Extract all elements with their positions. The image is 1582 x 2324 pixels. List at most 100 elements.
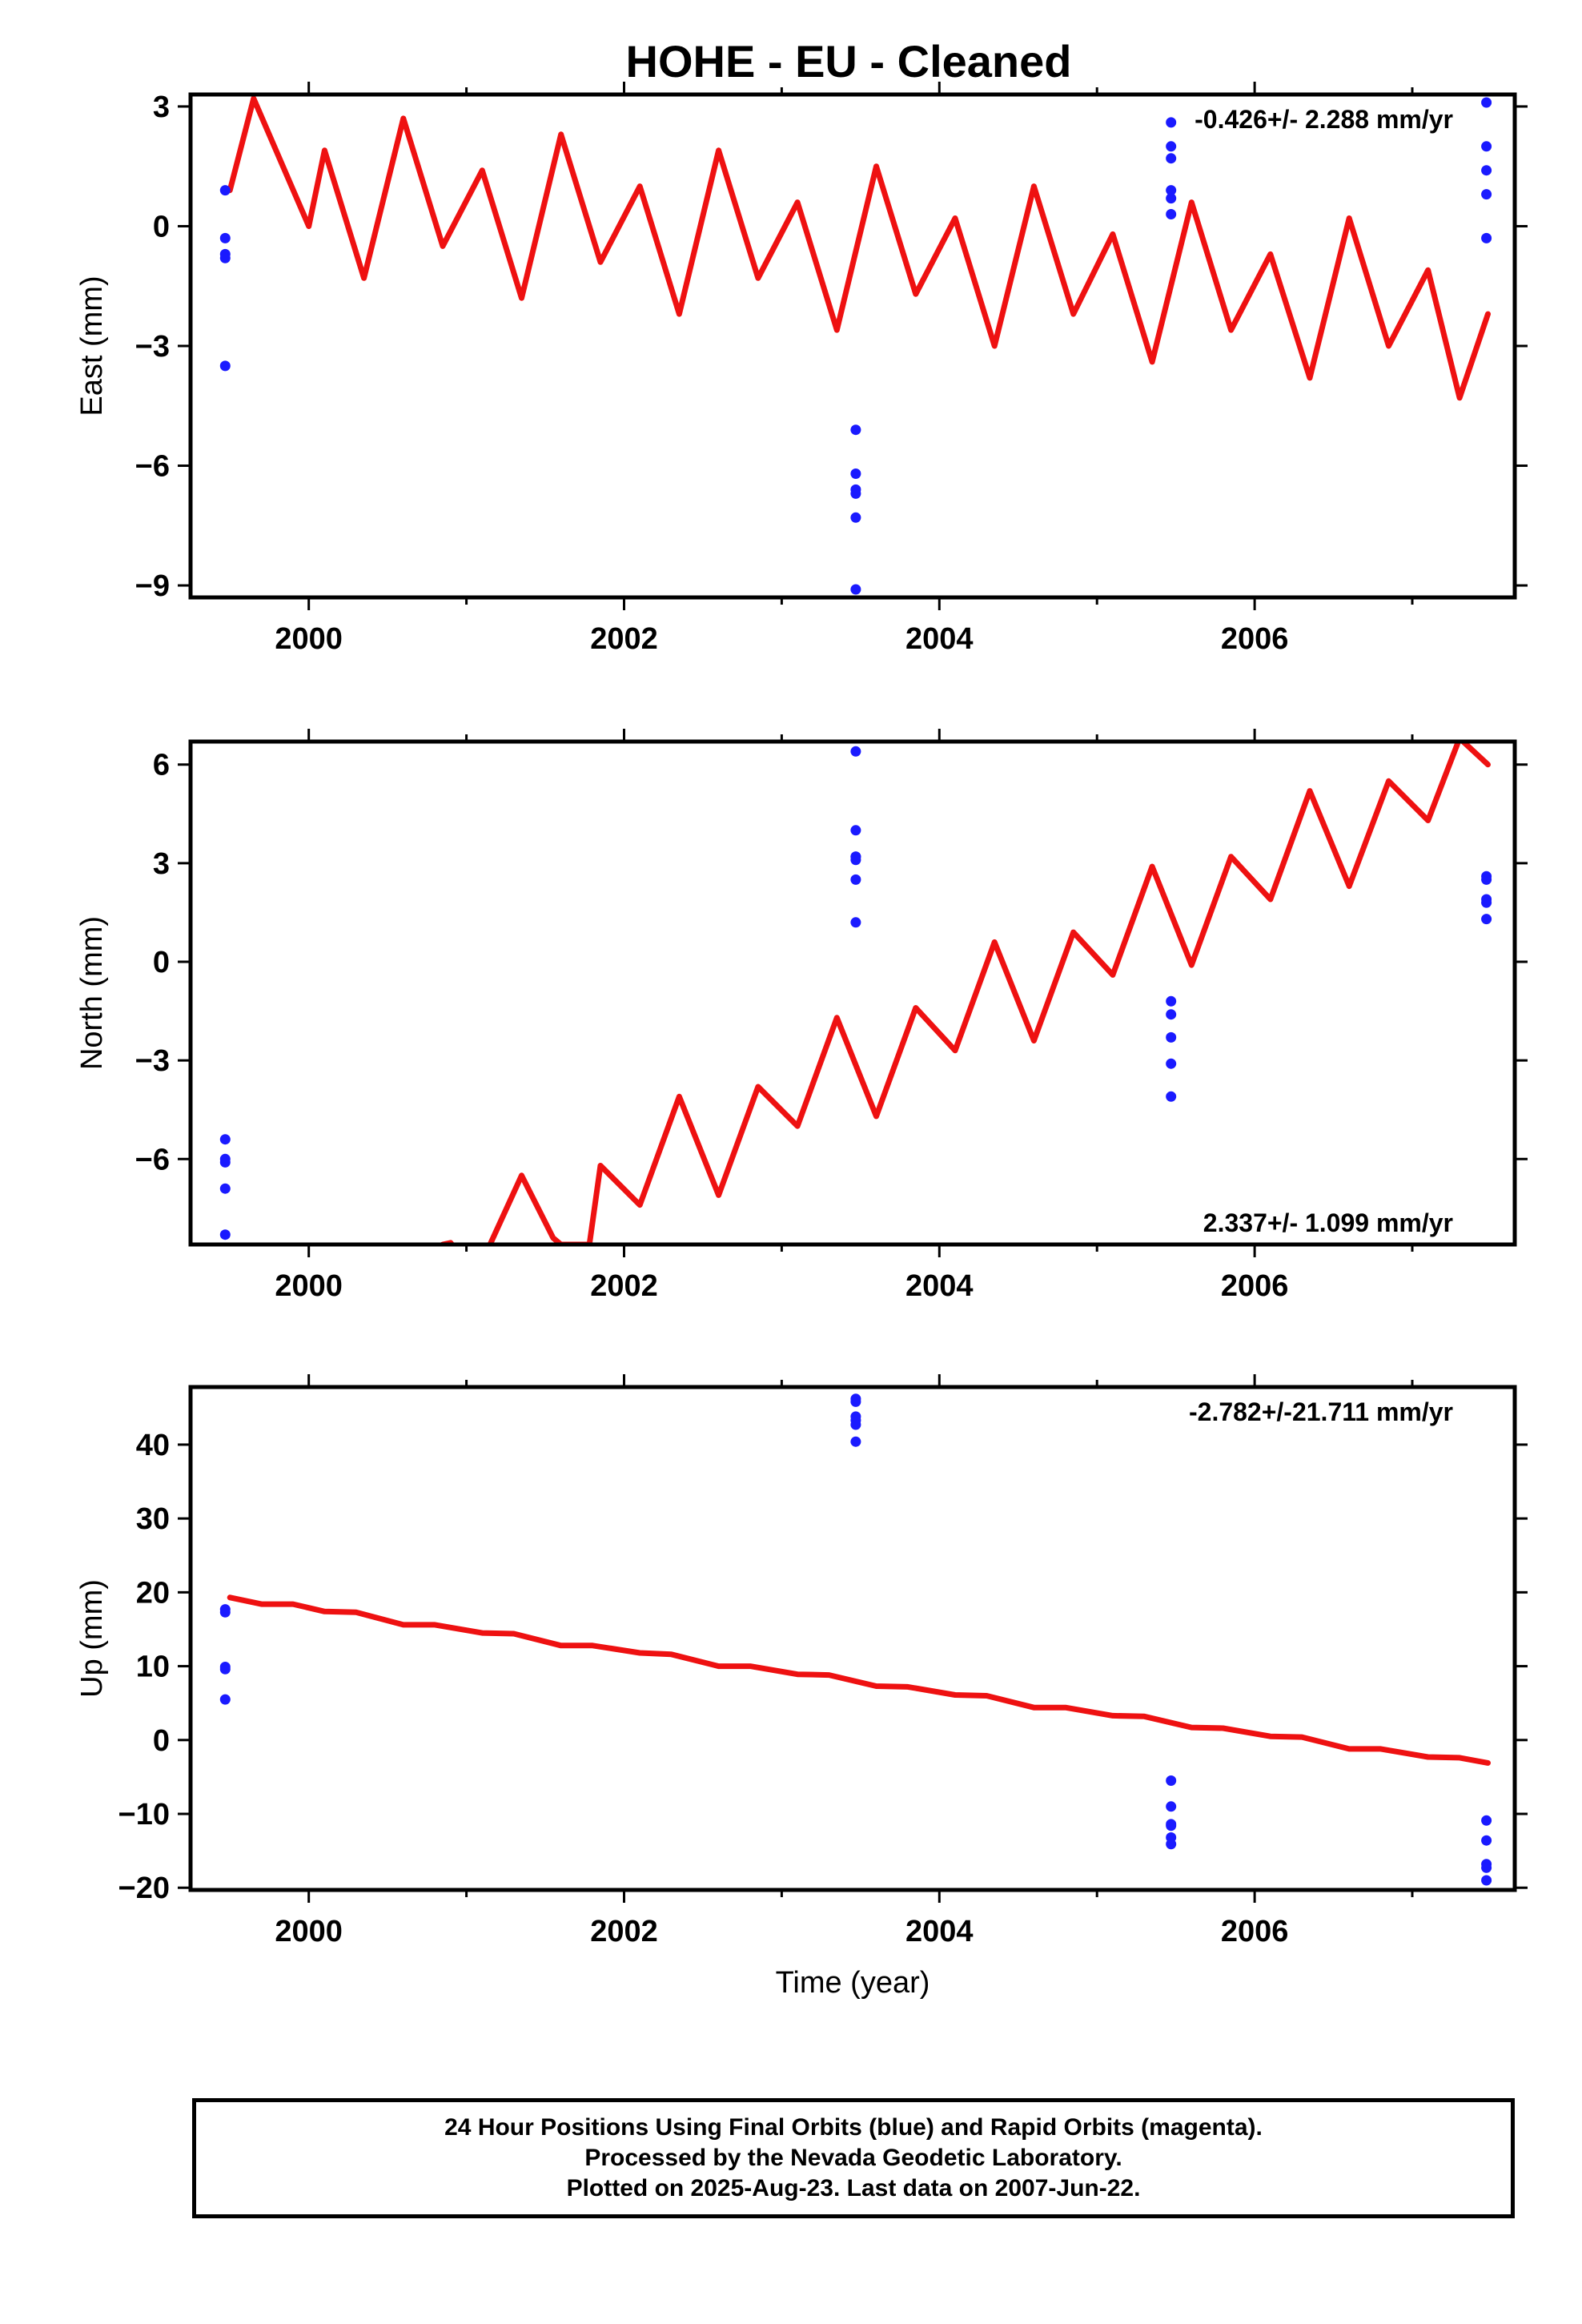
data-point <box>1481 189 1492 200</box>
data-point <box>219 360 231 372</box>
data-point <box>219 1183 231 1194</box>
data-point <box>1166 153 1177 164</box>
data-point <box>1166 1801 1177 1812</box>
data-point <box>850 746 861 757</box>
y-tick-label: 10 <box>136 1651 170 1684</box>
model-curve <box>227 1594 1491 1766</box>
model-curve <box>227 95 1491 401</box>
y-tick-label: 0 <box>153 210 170 243</box>
data-point <box>850 1419 861 1430</box>
y-axis-label: Up (mm) <box>75 1579 109 1698</box>
data-point <box>219 252 231 263</box>
data-point <box>1481 897 1492 908</box>
caption-line-1: 24 Hour Positions Using Final Orbits (bl… <box>444 2114 1263 2141</box>
y-tick-label: −10 <box>118 1798 170 1831</box>
data-point <box>1481 1835 1492 1846</box>
y-tick-label: 6 <box>153 749 170 782</box>
y-tick-label: 3 <box>153 847 170 881</box>
x-tick-label: 2004 <box>905 1915 974 1948</box>
data-point <box>1481 141 1492 152</box>
plot-frame <box>188 1385 1517 1892</box>
y-tick-label: 20 <box>136 1576 170 1610</box>
data-point <box>850 424 861 436</box>
data-point <box>850 874 861 885</box>
y-tick-label: 30 <box>136 1502 170 1536</box>
data-point <box>1166 1820 1177 1831</box>
data-point <box>1166 995 1177 1007</box>
data-point <box>1166 117 1177 128</box>
data-point <box>1166 1009 1177 1020</box>
y-axis-label: North (mm) <box>75 916 109 1070</box>
y-tick-label: 3 <box>153 90 170 124</box>
data-point <box>1481 232 1492 243</box>
data-point <box>1166 1775 1177 1786</box>
data-point <box>219 1229 231 1240</box>
data-point <box>1481 1862 1492 1873</box>
data-point <box>219 185 231 196</box>
data-point <box>219 1134 231 1145</box>
data-point <box>850 488 861 499</box>
y-tick-label: 0 <box>153 946 170 979</box>
data-point <box>850 851 861 862</box>
data-point <box>1166 1031 1177 1043</box>
x-tick-label: 2006 <box>1221 622 1289 656</box>
x-tick-label: 2006 <box>1221 1269 1289 1303</box>
east-panel: 2000 2002 2004 2006 3 0 −3 −6 −9 East (mm) -0.426+… <box>75 82 1528 656</box>
data-point <box>1166 1058 1177 1069</box>
data-point <box>1481 914 1492 925</box>
y-tick-label: 0 <box>153 1724 170 1758</box>
data-point <box>219 1606 231 1618</box>
data-point <box>219 1156 231 1168</box>
y-tick-label: −20 <box>118 1872 170 1905</box>
caption-box: 24 Hour Positions Using Final Orbits (bl… <box>192 2098 1515 2218</box>
y-tick-label: −6 <box>135 450 170 484</box>
data-point <box>1166 193 1177 204</box>
x-tick-label: 2004 <box>905 1269 974 1303</box>
y-axis-label: East (mm) <box>75 275 109 416</box>
rate-annotation: 2.337+/- 1.099 mm/yr <box>1203 1208 1453 1237</box>
x-tick-label: 2000 <box>275 1915 343 1948</box>
data-point <box>850 1396 861 1407</box>
up-panel: 2000 2002 2004 2006 40 30 20 10 0 −10 −20 Up (mm) Ti… <box>75 1374 1528 2000</box>
plot-frame <box>188 739 1517 1247</box>
data-point <box>1166 1839 1177 1850</box>
data-point <box>850 468 861 479</box>
y-tick-label: −9 <box>135 569 170 603</box>
x-tick-label: 2000 <box>275 622 343 656</box>
data-point <box>1481 1875 1492 1886</box>
data-point <box>219 232 231 243</box>
y-tick-label: −3 <box>135 1044 170 1078</box>
x-tick-label: 2000 <box>275 1269 343 1303</box>
data-point <box>1481 97 1492 108</box>
caption-line-2: Processed by the Nevada Geodetic Laborat… <box>584 2145 1122 2171</box>
north-panel: 2000 2002 2004 2006 6 3 0 −3 −6 North (mm) 2.337+/… <box>75 729 1528 1303</box>
y-tick-label: 40 <box>136 1429 170 1462</box>
data-point <box>1166 185 1177 196</box>
data-point <box>1166 141 1177 152</box>
rate-annotation: -2.782+/-21.711 mm/yr <box>1189 1397 1453 1426</box>
data-point <box>850 512 861 523</box>
x-tick-label: 2004 <box>905 622 974 656</box>
data-point <box>219 1663 231 1675</box>
x-tick-label: 2002 <box>590 622 658 656</box>
model-curve <box>440 742 1491 1244</box>
data-point <box>1481 165 1492 176</box>
data-point <box>850 825 861 836</box>
data-point <box>1481 874 1492 885</box>
data-point <box>850 584 861 595</box>
plot-title: HOHE - EU - Cleaned <box>626 36 1072 86</box>
data-point <box>219 1694 231 1705</box>
y-tick-label: −3 <box>135 330 170 364</box>
data-point <box>1166 1091 1177 1102</box>
data-point <box>850 1436 861 1447</box>
data-point <box>1481 1815 1492 1826</box>
x-tick-label: 2002 <box>590 1915 658 1948</box>
data-point <box>1166 209 1177 219</box>
data-point <box>850 917 861 928</box>
rate-annotation: -0.426+/- 2.288 mm/yr <box>1195 105 1453 134</box>
y-tick-label: −6 <box>135 1143 170 1176</box>
x-tick-label: 2006 <box>1221 1915 1289 1948</box>
x-axis-label: Time (year) <box>776 1966 930 2000</box>
x-tick-label: 2002 <box>590 1269 658 1303</box>
